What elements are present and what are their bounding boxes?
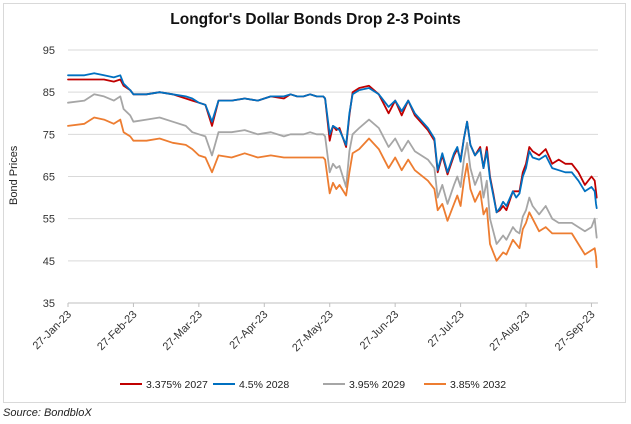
y-tick-label: 45: [43, 256, 55, 268]
source-note: Source: BondbloX: [3, 407, 92, 419]
x-tick-labels: 27-Jan-23 27-Feb-23 27-Mar-23 27-Apr-23 27-M…: [31, 309, 598, 355]
series-line-3-375-2027: [67, 78, 598, 214]
y-tick-label: 55: [43, 214, 55, 226]
legend-label: 3.375% 2027: [146, 379, 208, 391]
x-tick-label: 27-Sep-23: [553, 309, 598, 354]
series-line-4-5-2028: [67, 72, 598, 214]
legend-label: 3.85% 2032: [450, 379, 506, 391]
chart-frame: [3, 3, 626, 403]
x-axis: [67, 302, 598, 307]
y-tick-label: 65: [43, 172, 55, 184]
series-line-3-85-2032: [67, 116, 598, 269]
series-line-3-95-2029: [67, 93, 598, 245]
series-lines: [67, 72, 598, 269]
x-tick-label: 27-Jul-23: [426, 309, 467, 350]
x-tick-label: 27-Feb-23: [95, 309, 139, 353]
y-tick-label: 35: [43, 298, 55, 310]
y-tick-label: 75: [43, 129, 55, 141]
legend-label: 4.5% 2028: [239, 379, 289, 391]
x-tick-label: 27-Jan-23: [31, 309, 75, 353]
y-tick-label: 95: [43, 45, 55, 57]
x-tick-label: 27-Apr-23: [227, 309, 270, 352]
y-tick-labels: 35 45 55 65 75 85 95: [43, 45, 55, 310]
x-tick-label: 27-May-23: [290, 309, 336, 355]
x-tick-label: 27-Mar-23: [161, 309, 205, 353]
legend: 3.375% 2027 4.5% 2028 3.95% 2029 3.85% 2032: [120, 379, 506, 391]
x-tick-label: 27-Aug-23: [487, 309, 532, 354]
x-tick-label: 27-Jun-23: [358, 309, 402, 353]
legend-label: 3.95% 2029: [349, 379, 405, 391]
y-tick-label: 85: [43, 87, 55, 99]
gridlines: [68, 49, 598, 262]
chart-title: Longfor's Dollar Bonds Drop 2-3 Points: [170, 11, 461, 28]
